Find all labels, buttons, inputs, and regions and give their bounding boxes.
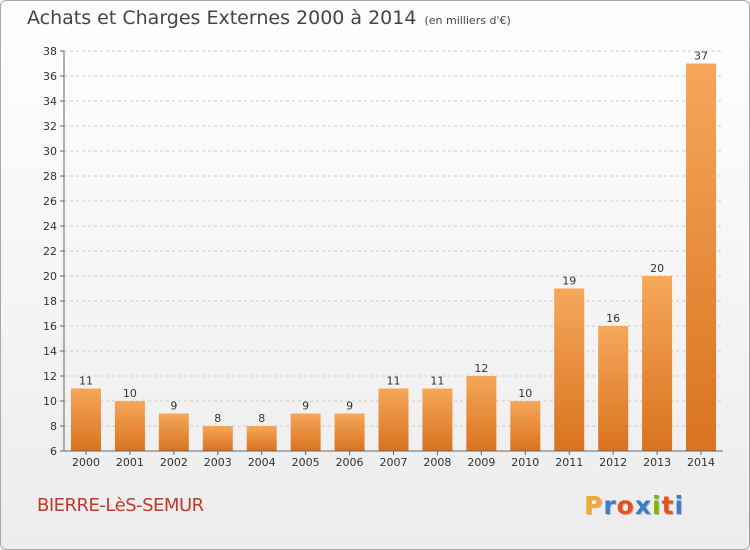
data-label: 10 xyxy=(518,387,532,400)
x-tick-label: 2003 xyxy=(204,456,232,469)
data-label: 11 xyxy=(79,375,93,388)
logo-letter: i xyxy=(652,491,662,520)
x-tick-label: 2013 xyxy=(643,456,671,469)
x-tick-label: 2001 xyxy=(116,456,144,469)
logo-letter: t xyxy=(661,491,675,520)
x-tick-label: 2007 xyxy=(380,456,408,469)
y-tick-label: 30 xyxy=(43,145,57,158)
data-label: 20 xyxy=(650,262,664,275)
logo-letter: r xyxy=(603,491,617,520)
bar xyxy=(598,326,629,451)
data-label: 11 xyxy=(430,375,444,388)
data-label: 11 xyxy=(387,375,401,388)
y-tick-label: 26 xyxy=(43,195,57,208)
bar xyxy=(114,401,145,451)
bar xyxy=(158,413,189,451)
data-label: 12 xyxy=(474,362,488,375)
y-tick-label: 14 xyxy=(43,345,57,358)
bar xyxy=(466,376,497,451)
data-label: 37 xyxy=(694,50,708,63)
bar xyxy=(642,276,673,451)
bar xyxy=(202,426,233,451)
chart-title: Achats et Charges Externes 2000 à 2014 (e… xyxy=(27,7,511,29)
y-tick-label: 20 xyxy=(43,270,57,283)
y-tick-label: 28 xyxy=(43,170,57,183)
y-tick-label: 10 xyxy=(43,395,57,408)
x-tick-label: 2006 xyxy=(336,456,364,469)
logo-letter: i xyxy=(674,491,685,520)
y-tick-label: 38 xyxy=(43,45,57,58)
data-label: 10 xyxy=(123,387,137,400)
data-label: 16 xyxy=(606,312,620,325)
commune-name: BIERRE-LèS-SEMUR xyxy=(37,495,204,516)
logo-letter: x xyxy=(634,491,652,520)
y-tick-label: 32 xyxy=(43,120,57,133)
bar xyxy=(246,426,277,451)
bar xyxy=(334,413,365,451)
bar xyxy=(686,63,717,451)
y-tick-label: 6 xyxy=(50,445,57,458)
bar xyxy=(70,388,101,451)
x-tick-label: 2000 xyxy=(72,456,100,469)
x-tick-label: 2014 xyxy=(687,456,715,469)
chart-unit: (en milliers d'€) xyxy=(424,14,511,27)
bar xyxy=(290,413,321,451)
y-tick-label: 8 xyxy=(50,420,57,433)
x-tick-label: 2002 xyxy=(160,456,188,469)
y-tick-label: 24 xyxy=(43,220,57,233)
y-tick-label: 36 xyxy=(43,70,57,83)
data-label: 8 xyxy=(258,412,265,425)
y-tick-label: 16 xyxy=(43,320,57,333)
y-tick-label: 22 xyxy=(43,245,57,258)
chart-title-text: Achats et Charges Externes 2000 à 2014 xyxy=(27,7,417,29)
bar xyxy=(378,388,409,451)
data-label: 19 xyxy=(562,275,576,288)
x-tick-label: 2009 xyxy=(467,456,495,469)
x-tick-label: 2011 xyxy=(555,456,583,469)
data-label: 9 xyxy=(346,400,353,413)
x-tick-label: 2012 xyxy=(599,456,627,469)
y-tick-label: 18 xyxy=(43,295,57,308)
x-tick-label: 2008 xyxy=(423,456,451,469)
x-tick-label: 2004 xyxy=(248,456,276,469)
y-tick-label: 12 xyxy=(43,370,57,383)
bar xyxy=(510,401,541,451)
bar xyxy=(422,388,453,451)
logo-letter: o xyxy=(616,491,635,520)
proxiti-logo: Proxiti xyxy=(584,491,684,520)
y-tick-label: 34 xyxy=(43,95,57,108)
data-label: 8 xyxy=(214,412,221,425)
data-label: 9 xyxy=(302,400,309,413)
x-tick-label: 2005 xyxy=(292,456,320,469)
x-tick-label: 2010 xyxy=(511,456,539,469)
logo-letter: P xyxy=(584,491,604,520)
bar xyxy=(554,288,585,451)
data-label: 9 xyxy=(170,400,177,413)
